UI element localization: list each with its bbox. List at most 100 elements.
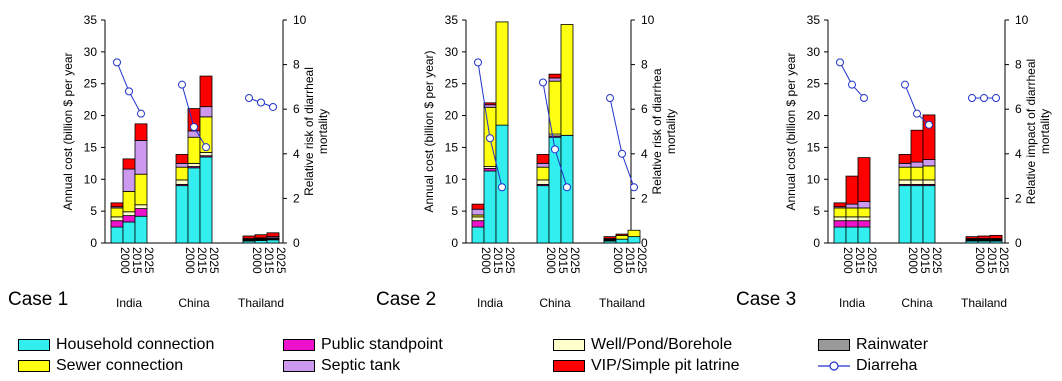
bar-segment-sewer: [134, 173, 148, 206]
y2-tick-label: 8: [1015, 58, 1022, 72]
bar-segment-household: [536, 185, 550, 244]
bar-segment-sewer: [175, 166, 189, 181]
diarrhea-point: [125, 87, 133, 96]
bar-segment-well: [110, 216, 124, 222]
bar-segment-vip: [199, 75, 213, 108]
x-year-label: 2025: [274, 247, 288, 274]
y-axis-title: Annual cost (billion $ per year: [61, 52, 75, 210]
bar-segment-sewer: [845, 207, 859, 218]
bar-segment-septic: [122, 168, 136, 192]
bar-segment-public: [833, 220, 847, 228]
bar-segment-sewer: [560, 24, 574, 136]
x-year-label: 2000: [250, 247, 264, 274]
bar-segment-septic: [471, 208, 485, 216]
legend-item-diarrhea: Diarreha: [818, 356, 917, 376]
y-tick-label: 0: [90, 236, 97, 250]
bar-segment-well: [536, 179, 550, 185]
bar-segment-vip: [254, 234, 268, 239]
diarrhea-point: [618, 149, 626, 158]
diarrhea-point: [563, 183, 571, 192]
bar-segment-well: [898, 179, 912, 185]
diarrhea-point: [606, 94, 614, 103]
x-year-label: 2025: [207, 247, 221, 274]
bar-segment-sewer: [857, 207, 871, 218]
case-label: Case 3: [736, 289, 796, 310]
y2-axis-title-line: mortality: [1038, 109, 1052, 154]
legend-label-septic: Septic tank: [321, 357, 401, 374]
bar-segment-vip: [910, 129, 924, 163]
diarrhea-point: [848, 80, 856, 89]
y2-tick-label: 4: [1015, 147, 1022, 161]
y-tick-label: 10: [807, 172, 821, 186]
bar-segment-septic: [845, 203, 859, 209]
bar-segment-household: [833, 226, 847, 244]
y2-tick-label: 10: [293, 13, 307, 27]
y-tick-label: 10: [445, 172, 459, 186]
y2-tick-label: 0: [293, 236, 300, 250]
x-year-label: 2025: [930, 247, 944, 274]
x-category-label-india: India: [477, 296, 503, 310]
legend-item-well: Well/Pond/Borehole: [553, 335, 732, 355]
bar-segment-vip: [122, 158, 136, 170]
x-year-label: 2015: [130, 247, 144, 274]
x-year-label: 2000: [611, 247, 625, 274]
bar-segment-household: [122, 221, 136, 244]
y2-axis-title-line: Relative risk of diarrheal: [302, 67, 316, 196]
legend-swatch-public: [283, 339, 315, 351]
y-tick-label: 15: [84, 140, 98, 154]
x-year-label: 2015: [195, 247, 209, 274]
x-year-label: 2015: [556, 247, 570, 274]
legend-label-rainwater: Rainwater: [856, 336, 929, 353]
y-tick-label: 20: [807, 109, 821, 123]
bar-segment-septic: [199, 106, 213, 118]
y2-tick-label: 6: [641, 102, 648, 116]
y-tick-label: 30: [84, 45, 98, 59]
legend-label-sewer: Sewer connection: [56, 357, 184, 374]
bar-segment-household: [134, 215, 148, 244]
bar-segment-vip: [548, 73, 562, 79]
bar-segment-septic: [134, 140, 148, 175]
bar-segment-vip: [110, 202, 124, 208]
x-category-label-china: China: [539, 296, 571, 310]
bar-segment-vip: [989, 234, 1003, 239]
bar-segment-household: [110, 226, 124, 244]
diarrhea-point: [901, 80, 909, 89]
y2-axis-title-line: Relative risk of diarrhea: [650, 68, 664, 194]
legend-swatch-vip: [553, 360, 585, 372]
bar-segment-vip: [833, 202, 847, 208]
bar-segment-household: [187, 167, 201, 244]
x-year-label: 2015: [985, 247, 999, 274]
y2-tick-label: 6: [293, 102, 300, 116]
y2-axis-title-line: Relative impact of diarrheal: [1024, 59, 1038, 204]
bar-segment-well: [922, 179, 936, 185]
legend-label-public: Public standpoint: [321, 336, 443, 353]
bar-segment-septic: [536, 162, 550, 168]
bar-segment-vip: [857, 157, 871, 202]
y-tick-label: 35: [84, 13, 98, 27]
legend-swatch-rainwater: [818, 339, 850, 351]
x-year-label: 2025: [635, 247, 649, 274]
x-year-label: 2000: [906, 247, 920, 274]
y2-tick-label: 0: [641, 236, 648, 250]
diarrhea-point: [257, 98, 265, 107]
diarrhea-point: [474, 58, 482, 67]
y2-axis-title-line: mortality: [316, 109, 330, 154]
legend-item-household-connection: Household connection: [18, 335, 214, 355]
diarrhea-point: [178, 80, 186, 89]
legend-label-diarrhea: Diarreha: [856, 357, 918, 374]
y-tick-label: 25: [445, 77, 459, 91]
diarrhea-point: [992, 94, 1000, 103]
legend-swatch-septic: [283, 360, 315, 372]
y-tick-label: 0: [813, 236, 820, 250]
bar-segment-well: [845, 216, 859, 222]
y-tick-label: 15: [807, 140, 821, 154]
bar-segment-septic: [175, 162, 189, 168]
x-category-label-china: China: [178, 296, 210, 310]
y2-tick-label: 2: [1015, 191, 1022, 205]
bar-segment-septic: [922, 159, 936, 167]
bar-segment-public: [471, 220, 485, 228]
x-year-label: 2015: [853, 247, 867, 274]
bar-segment-sewer: [122, 190, 136, 213]
